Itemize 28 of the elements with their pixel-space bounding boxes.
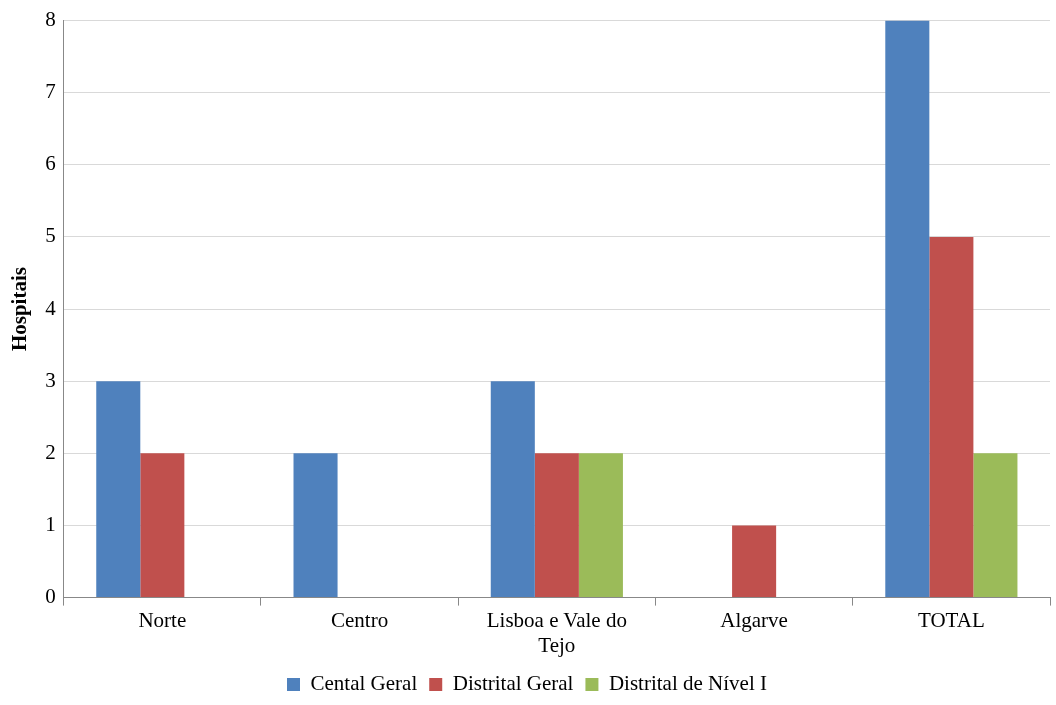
bar — [732, 525, 777, 598]
x-tick-label: Lisboa e Vale do Tejo — [486, 607, 627, 657]
x-tick-label: TOTAL — [917, 607, 985, 632]
bar — [973, 453, 1018, 598]
bar — [534, 453, 579, 598]
y-tick-label: 3 — [45, 367, 56, 392]
bar — [140, 453, 185, 598]
x-tick-label: Centro — [331, 607, 389, 632]
x-tick-label: Norte — [138, 607, 187, 632]
legend-label: Distrital de Nível I — [608, 671, 767, 696]
legend-label: Cental Geral — [310, 671, 418, 696]
bar — [293, 453, 338, 598]
bar — [490, 381, 535, 598]
bar — [578, 453, 623, 598]
y-tick-label: 8 — [45, 7, 56, 32]
y-tick-label: 6 — [45, 151, 56, 176]
y-tick-label: 5 — [45, 223, 56, 248]
bar — [929, 236, 974, 598]
y-tick-label: 1 — [45, 511, 56, 536]
bar — [96, 381, 141, 598]
y-tick-label: 0 — [45, 584, 56, 609]
legend-label: Distrital Geral — [452, 671, 574, 696]
y-tick-label: 7 — [45, 79, 56, 104]
bar — [885, 20, 930, 598]
x-tick-label: Algarve — [720, 607, 788, 632]
y-axis-title: Hospitais — [7, 267, 32, 352]
y-tick-label: 2 — [45, 439, 56, 464]
y-tick-label: 4 — [45, 295, 57, 320]
